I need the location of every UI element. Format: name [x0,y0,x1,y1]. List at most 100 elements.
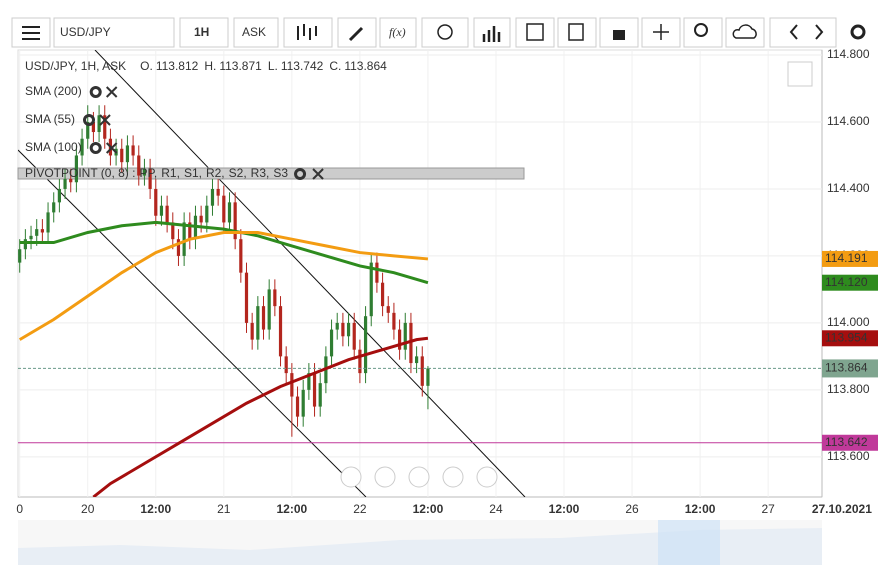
side-select[interactable] [233,17,279,48]
reset[interactable] [408,466,430,488]
x-tick-label: 24 [489,502,503,516]
ohlc-value: 113.742 [281,59,324,73]
candle-body [318,383,322,407]
candle-body [284,356,288,374]
price-tag-label: 113.642 [825,435,868,449]
interval-select[interactable] [179,17,229,48]
candle-body [392,312,396,330]
candle-body [290,373,294,397]
candle-body [380,282,385,307]
candle-body [403,322,407,350]
channel-line-upper [94,50,526,497]
symbol-select[interactable] [53,17,175,48]
zoom-out[interactable] [374,466,396,488]
candle-body [86,121,90,139]
chart-type-button[interactable] [283,17,333,48]
candle-body [341,322,345,337]
pivot-legend-bar [17,167,525,180]
scroll-buttons[interactable] [769,17,837,48]
settings-icon [294,168,307,180]
chart-title: USD/JPY, 1H, ASK [25,59,126,73]
candle-body [46,212,50,233]
candle-body [227,202,232,223]
x-tick-label: 12:00 [413,502,444,516]
y-tick-label: 113.800 [827,382,870,396]
candle-body [40,229,44,233]
indicator-button[interactable] [379,17,417,48]
fullscreen-button[interactable] [787,61,813,87]
navigator-window[interactable] [658,520,720,565]
remove-icon [99,114,111,126]
candle-body [63,178,67,189]
cloud-button[interactable] [725,17,765,48]
candle-body [239,239,243,273]
price-tag-label: 114.191 [825,251,868,265]
candle-body [307,373,311,390]
crosshair-icon [653,24,669,40]
arrow-icons [789,24,824,40]
candle-body [409,322,413,364]
candle-body [295,396,300,417]
crosshair-button[interactable] [641,17,681,48]
settings-icon [89,142,102,154]
candle-body [165,205,169,223]
ohlc-value: 113.871 [219,59,262,73]
sma-line [18,230,429,341]
candle-body [80,138,84,156]
candle-body [420,356,424,386]
x-tick-label: 22 [353,502,367,516]
nav-right[interactable] [476,466,498,488]
y-tick-label: 114.600 [827,114,870,128]
candle-body [35,229,39,236]
candle-body [131,145,135,156]
ohlc-value: 113.864 [344,59,387,73]
candle-body [375,262,379,283]
sma-line [92,336,429,497]
pivot-level: S2, [229,166,247,180]
candle-body [199,215,203,223]
y-tick-label: 114.000 [827,315,870,329]
info-icon [437,24,453,40]
nav-left[interactable] [340,466,362,488]
candle-body [363,316,368,374]
candle-body [267,289,271,330]
candle-body [29,235,33,240]
pivot-level: PP, [139,166,157,180]
candle-body [426,368,430,386]
pivot-level: S1, [184,166,202,180]
candle-body [250,322,254,340]
zoom-button[interactable] [683,17,723,48]
candle-body [233,202,237,240]
x-tick-label: 12:00 [140,502,171,516]
labels: 113.600113.800114.000114.200114.400114.6… [16,47,878,516]
candle-body [182,222,186,256]
menu-icon [22,26,40,40]
candle-body [142,168,147,176]
template-button[interactable] [557,17,597,48]
sma-line [19,220,429,285]
candle-body [222,195,226,223]
legend-entry: SMA (200) [25,84,82,98]
candle-body [91,121,96,133]
zoom-in[interactable] [442,466,464,488]
x-tick-label: 12:00 [685,502,716,516]
symbol: USD/JPY [60,25,111,39]
ohlc-key: C. [329,59,341,73]
calendar-button[interactable] [515,17,555,48]
candle-body [352,322,356,350]
y-tick-label: 114.800 [827,47,870,61]
settings-icon[interactable] [850,24,866,40]
ohlc-key: O. [140,59,153,73]
interval: 1H [194,25,209,39]
zoom-controls [340,466,498,488]
x-tick-label: 27.10.2021 [812,502,872,516]
doc-icon [568,23,584,41]
candle-body [312,373,317,407]
candle-body [57,188,61,203]
info-button[interactable] [421,17,469,48]
price-tag [822,250,878,267]
volume-button[interactable] [473,17,511,48]
navigator-area [18,528,822,565]
